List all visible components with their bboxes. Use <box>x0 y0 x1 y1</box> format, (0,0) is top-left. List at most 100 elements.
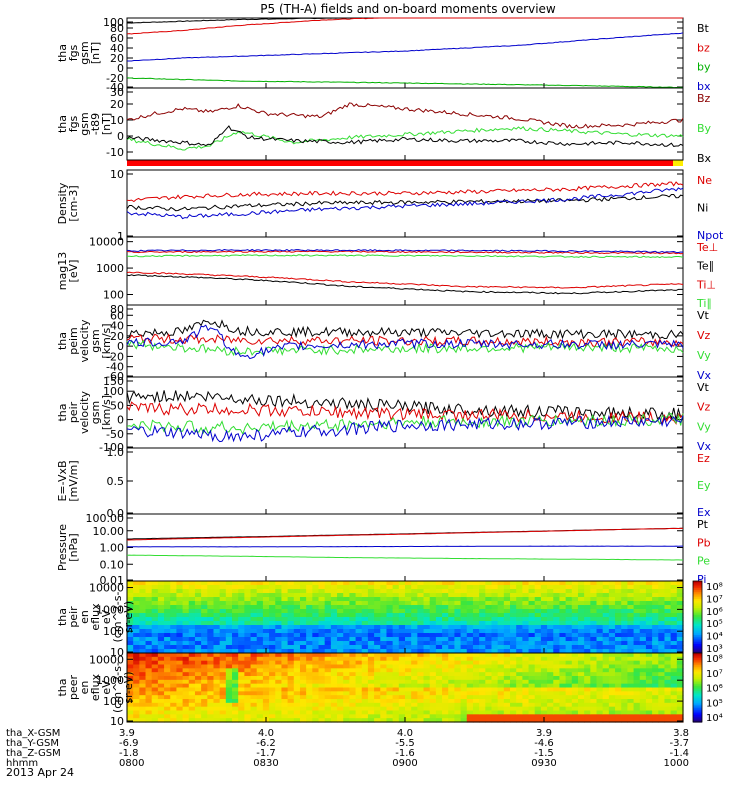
colorbar-segment <box>693 699 702 702</box>
heatmap-cell <box>442 679 449 685</box>
heatmap-cell <box>133 702 140 708</box>
heatmap-cell <box>380 633 388 638</box>
heatmap-cell <box>540 660 548 666</box>
heatmap-cell <box>559 601 567 606</box>
heatmap-cell <box>330 695 338 700</box>
series-fgs_dsl-bx <box>126 125 684 147</box>
heatmap-cell <box>460 687 468 692</box>
heatmap-cell <box>577 605 585 610</box>
heatmap-cell <box>361 605 369 610</box>
colorbar-segment <box>693 716 702 720</box>
heatmap-cell <box>157 687 165 692</box>
heatmap-cell <box>201 706 208 712</box>
heatmap-cell <box>485 695 493 700</box>
heatmap-cell <box>423 679 431 685</box>
heatmap-cell <box>337 683 344 689</box>
heatmap-cell <box>670 641 678 646</box>
heatmap-cell <box>269 676 276 681</box>
heatmap-cell <box>676 683 684 689</box>
heatmap-cell <box>485 589 493 594</box>
heatmap-cell <box>188 668 196 673</box>
heatmap-cell <box>232 633 239 638</box>
heatmap-cell <box>232 613 239 618</box>
heatmap-cell <box>602 672 610 677</box>
heatmap-cell <box>466 687 474 692</box>
heatmap-cell <box>423 645 431 650</box>
colorbar-segment <box>693 608 702 611</box>
heatmap-cell <box>133 668 140 673</box>
heatmap-cell <box>238 649 245 654</box>
heatmap-cell <box>201 617 208 622</box>
heatmap-cell <box>330 653 338 658</box>
y-tick-label: 0.01 <box>100 574 125 587</box>
heatmap-cell <box>547 687 554 692</box>
heatmap-cell <box>312 597 320 602</box>
heatmap-cell <box>343 637 350 642</box>
heatmap-cell <box>645 621 653 626</box>
heatmap-cell <box>664 581 672 586</box>
heatmap-cell <box>540 601 548 606</box>
heatmap-cell <box>571 683 579 689</box>
heatmap-cell <box>287 617 295 622</box>
heatmap-cell <box>405 699 412 704</box>
heatmap-cell <box>299 585 307 590</box>
y-axis-label: E=-VxB <box>56 460 69 501</box>
heatmap-cell <box>139 645 147 650</box>
heatmap-cell <box>182 633 190 638</box>
heatmap-cell <box>633 589 641 594</box>
heatmap-cell <box>423 585 431 590</box>
heatmap-cell <box>188 589 196 594</box>
heatmap-cell <box>318 683 326 689</box>
heatmap-cell <box>571 676 579 681</box>
heatmap-cell <box>275 660 283 666</box>
heatmap-cell <box>127 621 134 626</box>
heatmap-cell <box>275 706 283 712</box>
heatmap-cell <box>497 699 505 704</box>
heatmap-cell <box>676 637 684 642</box>
heatmap-cell <box>250 714 258 719</box>
heatmap-cell <box>423 633 431 638</box>
heatmap-cell <box>670 605 678 610</box>
heatmap-cell <box>380 714 388 719</box>
heatmap-cell <box>330 621 338 626</box>
heatmap-cell <box>435 691 443 696</box>
heatmap-cell <box>232 706 239 712</box>
heatmap-cell <box>571 645 579 650</box>
heatmap-cell <box>330 699 338 704</box>
heatmap-cell <box>182 718 190 723</box>
heatmap-cell <box>590 718 598 723</box>
heatmap-cell <box>608 691 616 696</box>
heatmap-cell <box>355 597 363 602</box>
heatmap-cell <box>306 676 313 681</box>
heatmap-cell <box>355 672 363 677</box>
heatmap-cell <box>460 702 468 708</box>
heatmap-cell <box>565 617 573 622</box>
heatmap-cell <box>627 668 635 673</box>
heatmap-cell <box>510 687 517 692</box>
heatmap-cell <box>139 597 147 602</box>
heatmap-cell <box>652 718 659 723</box>
heatmap-cell <box>485 653 493 658</box>
heatmap-cell <box>571 691 579 696</box>
heatmap-cell <box>571 710 579 715</box>
heatmap-cell <box>435 605 443 610</box>
colorbar-segment <box>693 675 702 678</box>
colorbar-segment <box>693 640 702 643</box>
heatmap-cell <box>238 706 245 712</box>
heatmap-cell <box>497 593 505 598</box>
heatmap-cell <box>485 637 493 642</box>
heatmap-cell <box>615 633 622 638</box>
heatmap-cell <box>386 691 394 696</box>
heatmap-cell <box>584 629 591 634</box>
heatmap-cell <box>565 699 573 704</box>
heatmap-cell <box>337 656 344 662</box>
heatmap-cell <box>510 601 517 606</box>
heatmap-cell <box>621 679 628 685</box>
heatmap-cell <box>528 637 536 642</box>
heatmap-cell <box>244 695 252 700</box>
heatmap-cell <box>127 625 134 630</box>
heatmap-cell <box>584 668 591 673</box>
heatmap-cell <box>343 706 350 712</box>
heatmap-cell <box>454 691 462 696</box>
heatmap-cell <box>151 609 159 614</box>
